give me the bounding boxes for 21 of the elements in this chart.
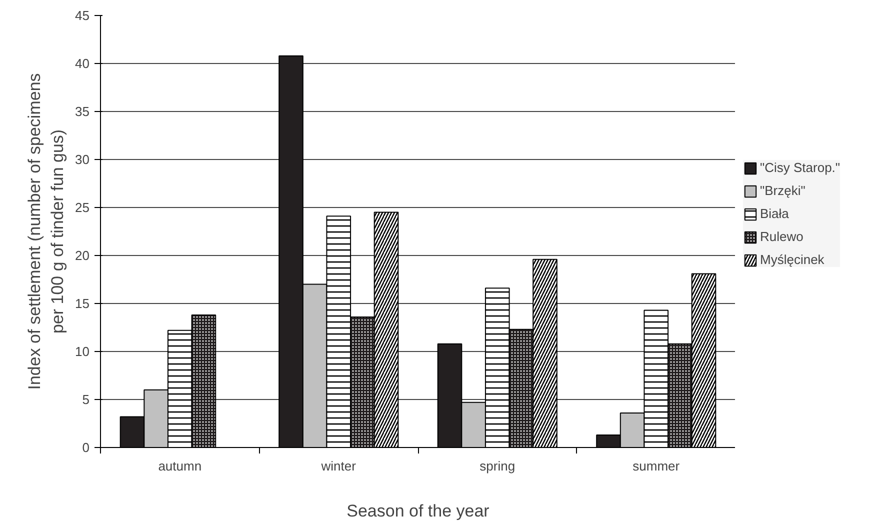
y-tick-label: 45: [75, 8, 90, 23]
x-tick-label: autumn: [158, 458, 202, 474]
y-tick-label: 40: [75, 56, 90, 71]
x-tick-label: summer: [632, 458, 680, 474]
y-tick-label: 10: [75, 344, 90, 359]
legend-label: "Brzęki": [760, 183, 806, 198]
y-tick-label: 25: [75, 200, 90, 215]
legend-label: Biała: [760, 206, 789, 221]
y-tick-label: 0: [82, 440, 90, 455]
x-axis-title: Season of the year: [346, 502, 490, 520]
legend-label: Myślęcinek: [760, 252, 824, 267]
x-tick-label: winter: [320, 458, 357, 474]
legend-label: Rulewo: [760, 229, 804, 244]
y-tick-label: 30: [75, 152, 90, 167]
legend-label: "Cisy Starop.": [760, 160, 840, 175]
y-tick-label: 20: [75, 248, 90, 263]
y-tick-label: 35: [75, 104, 90, 119]
x-tick-label: spring: [480, 458, 516, 474]
y-tick-label: 5: [82, 392, 90, 407]
y-tick-label: 15: [75, 296, 90, 311]
y-axis-title: Index of settlement (number of specimens per 100 g of tinder fun gus): [25, 73, 68, 390]
